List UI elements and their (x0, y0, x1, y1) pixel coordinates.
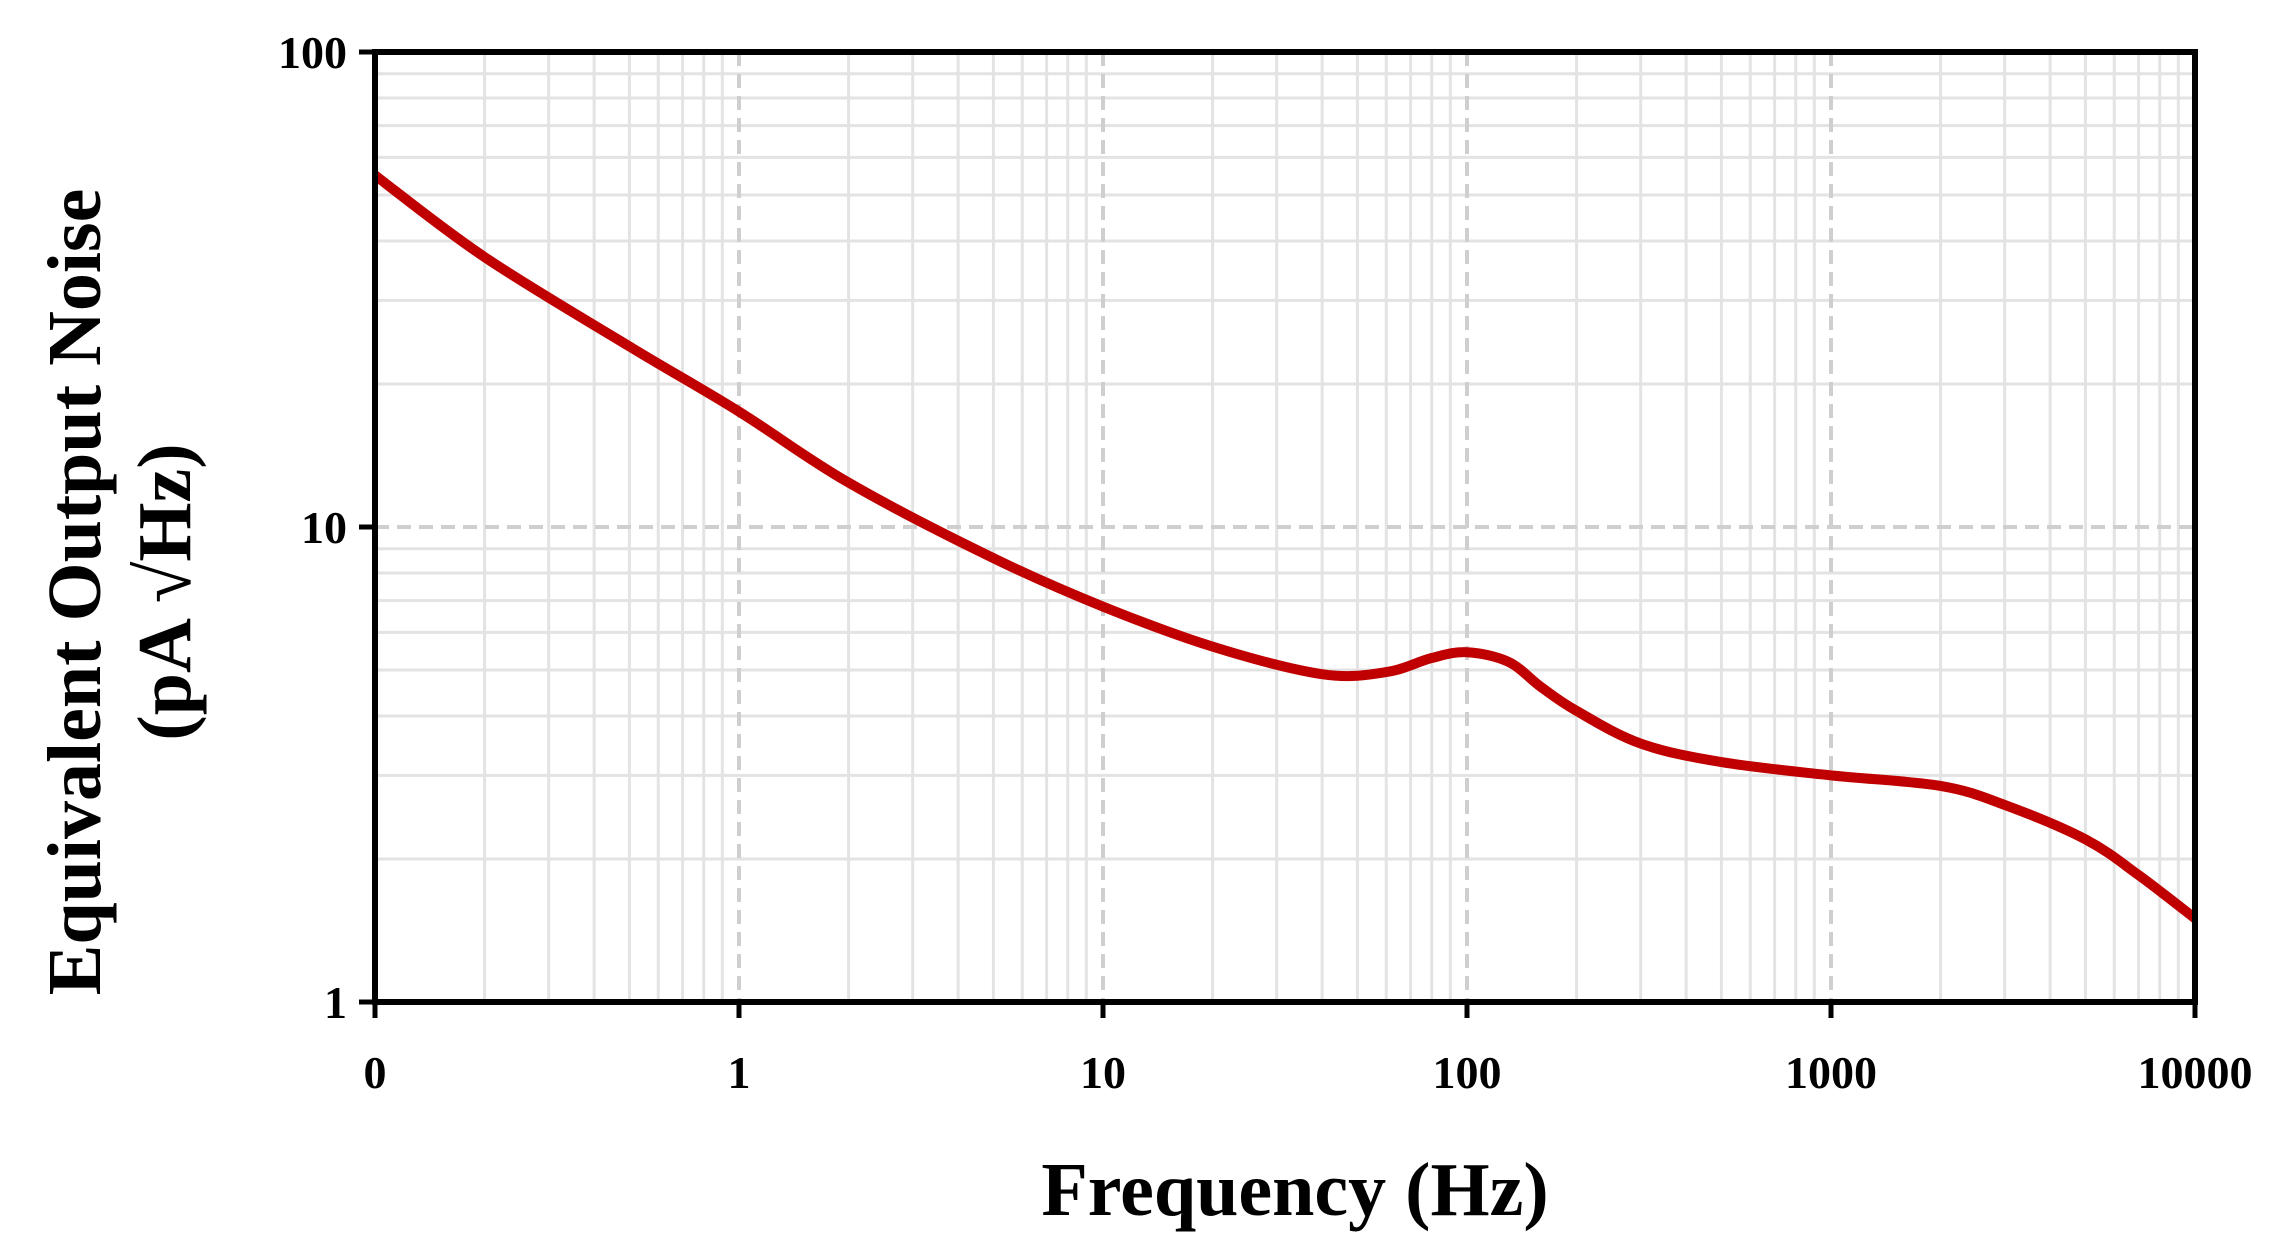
y-axis-tick-labels: 1 10 100 (278, 27, 347, 1028)
x-tick-label: 1000 (1785, 1047, 1877, 1098)
x-axis-tick-labels: 0 1 10 100 1000 10000 (364, 1047, 2253, 1098)
x-tick-label: 100 (1433, 1047, 1502, 1098)
y-tick-label: 1 (324, 977, 347, 1028)
x-tick-label: 10 (1080, 1047, 1126, 1098)
y-axis-title-line2: (pA √Hz) (123, 443, 207, 740)
y-tick-label: 100 (278, 27, 347, 78)
y-tick-label: 10 (301, 502, 347, 553)
y-axis-title-line1: Equivalent Output Noise (33, 189, 117, 996)
chart-series (372, 171, 2199, 923)
noise-series-line (372, 171, 2199, 923)
axis-tick-marks (359, 49, 2198, 1018)
x-tick-label: 1 (728, 1047, 751, 1098)
x-axis-title: Frequency (Hz) (1041, 1148, 1548, 1232)
x-tick-label: 0 (364, 1047, 387, 1098)
x-tick-label: 10000 (2138, 1047, 2253, 1098)
chart-grid (375, 52, 2195, 1002)
